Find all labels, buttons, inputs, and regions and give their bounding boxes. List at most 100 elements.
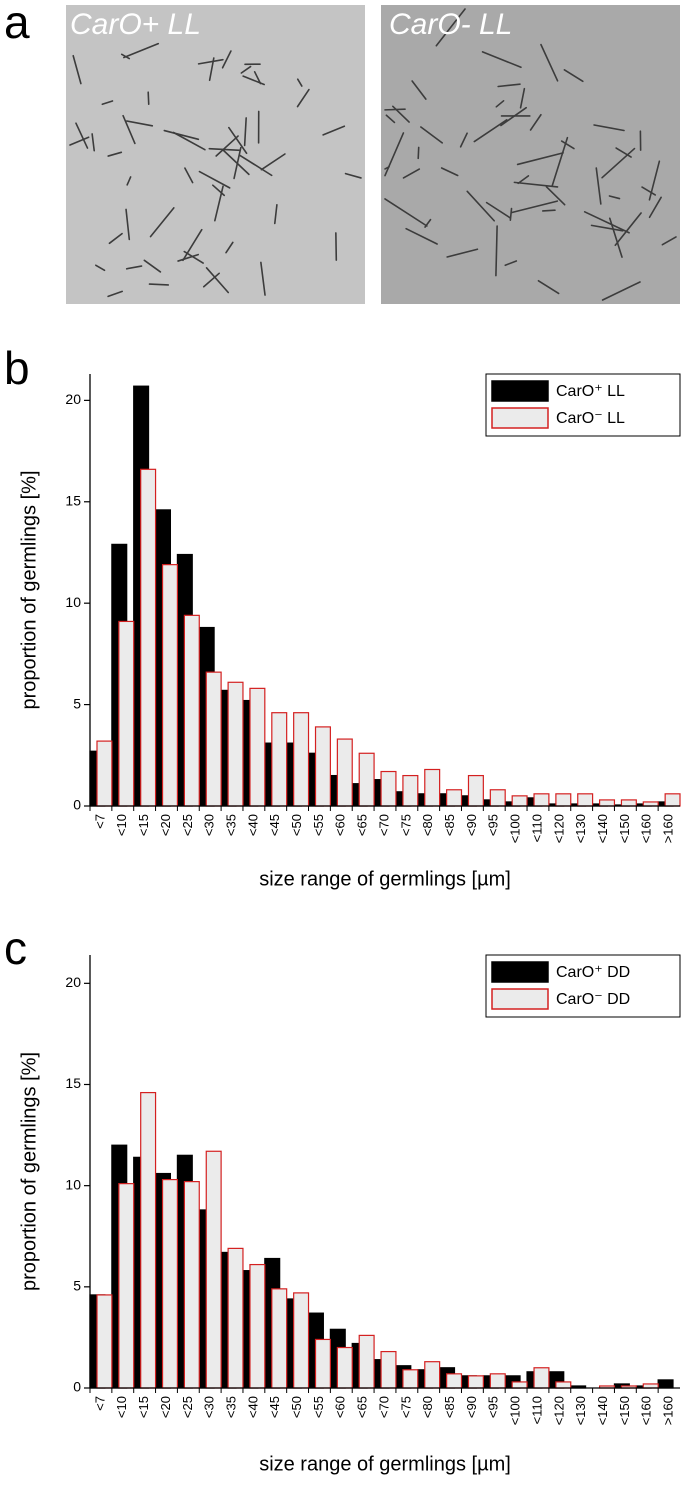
micrograph	[381, 5, 680, 304]
bar	[314, 1338, 331, 1389]
hypha	[108, 232, 123, 245]
bar	[293, 1292, 310, 1389]
hypha	[529, 113, 542, 131]
hypha	[402, 168, 421, 179]
bar	[657, 1379, 674, 1389]
x-tick-label: <65	[355, 814, 370, 836]
legend-swatch	[491, 380, 549, 402]
bar	[227, 1247, 244, 1389]
bar	[467, 1375, 484, 1389]
bar	[533, 793, 550, 807]
legend-label: CarO⁺ LL	[556, 383, 625, 400]
hypha	[560, 140, 575, 150]
hypha	[485, 201, 512, 219]
bar	[96, 740, 113, 807]
bar	[336, 1346, 353, 1389]
x-tick-label: <95	[486, 814, 501, 836]
bar	[555, 793, 572, 807]
x-tick-label: <110	[529, 1396, 544, 1424]
x-tick-label: <65	[355, 1396, 370, 1418]
hypha	[143, 259, 162, 273]
x-tick-label: <75	[398, 814, 413, 836]
hypha	[411, 80, 427, 100]
hypha	[519, 87, 526, 109]
hypha	[551, 136, 569, 187]
bar	[555, 1381, 572, 1389]
x-tick-label: <50	[289, 814, 304, 836]
x-tick-label: <150	[617, 1396, 632, 1425]
bar	[577, 793, 594, 807]
hypha	[296, 88, 310, 108]
bar	[118, 1183, 135, 1389]
hypha	[517, 175, 530, 185]
hypha	[435, 8, 466, 47]
hypha	[215, 135, 239, 157]
hypha	[322, 125, 346, 136]
hypha	[608, 217, 623, 258]
x-tick-label: <100	[508, 814, 523, 843]
hypha	[125, 265, 143, 270]
x-tick-label: <35	[223, 814, 238, 836]
hypha	[148, 283, 170, 286]
x-tick-label: <70	[376, 1396, 391, 1418]
hypha	[384, 132, 405, 177]
bar	[140, 1091, 157, 1389]
hypha	[459, 132, 468, 148]
y-axis-label: proportion of germlings [%]	[18, 1052, 40, 1291]
hypha	[648, 160, 661, 201]
bar	[161, 1178, 179, 1389]
hypha	[440, 167, 459, 177]
bar	[446, 789, 463, 807]
x-axis-label: size range of germlings [µm]	[259, 1453, 511, 1475]
y-tick-label: 20	[65, 974, 81, 990]
hypha	[537, 279, 560, 295]
bar	[358, 752, 375, 807]
hypha	[540, 43, 559, 82]
x-tick-label: <130	[573, 1396, 588, 1425]
hypha	[172, 131, 206, 151]
hypha	[615, 147, 632, 158]
hypha	[202, 272, 220, 288]
hypha	[593, 124, 625, 132]
bar	[511, 1381, 528, 1389]
x-tick-label: <110	[529, 814, 544, 842]
x-tick-label: <35	[223, 1396, 238, 1418]
bar	[533, 1367, 550, 1389]
x-tick-label: <140	[595, 814, 610, 843]
x-tick-label: <40	[245, 1396, 260, 1418]
hypha	[107, 290, 124, 298]
x-tick-label: >160	[661, 814, 676, 843]
y-tick-label: 10	[65, 594, 81, 610]
legend-swatch	[491, 988, 549, 1010]
hypha	[225, 241, 234, 254]
panel-label: b	[4, 342, 30, 394]
panel-label: c	[4, 922, 27, 974]
y-tick-label: 10	[65, 1176, 81, 1192]
bar	[424, 768, 441, 807]
hypha	[513, 181, 559, 188]
bar	[314, 726, 331, 807]
hypha	[253, 71, 262, 85]
hypha	[101, 100, 114, 106]
image-label: CarO+ LL	[70, 8, 201, 41]
hypha	[473, 118, 508, 143]
x-tick-label: <60	[333, 1396, 348, 1418]
bar	[227, 681, 244, 807]
bar	[620, 799, 637, 807]
hypha	[541, 209, 556, 212]
hypha	[545, 185, 566, 206]
x-tick-label: <160	[639, 814, 654, 843]
x-tick-label: <10	[114, 814, 129, 836]
x-tick-label: <70	[376, 814, 391, 836]
bar	[183, 614, 200, 807]
hypha	[648, 196, 662, 219]
bar	[271, 712, 288, 807]
legend-label: CarO⁻ LL	[556, 410, 625, 427]
bar	[336, 738, 353, 807]
hypha	[583, 211, 630, 234]
hypha	[107, 151, 123, 157]
x-tick-label: <150	[617, 814, 632, 843]
x-tick-label: <90	[464, 814, 479, 836]
hypha	[495, 100, 505, 108]
y-tick-label: 0	[73, 1379, 81, 1395]
